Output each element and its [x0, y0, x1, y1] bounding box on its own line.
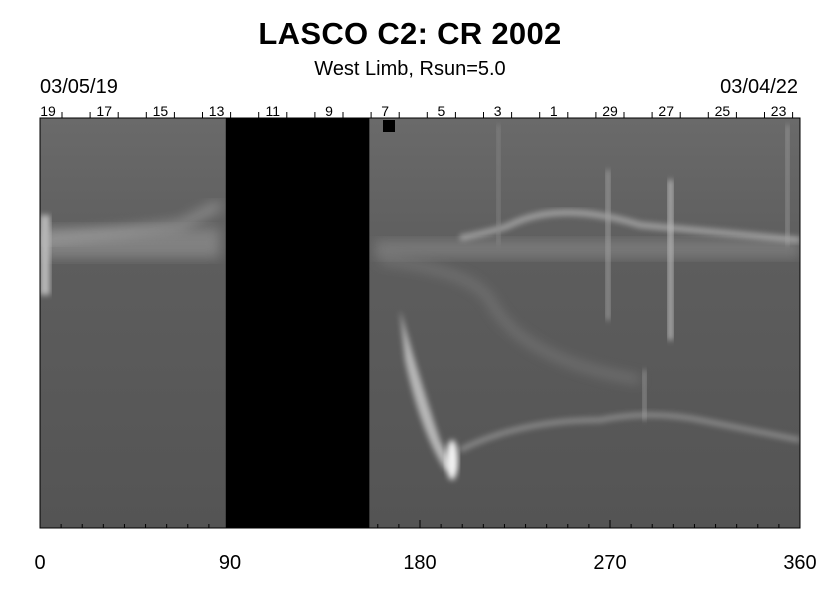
top-axis: 19 17 15 13 11 9 7 5 3 1 29 27 25 23 — [40, 103, 794, 119]
start-date-label: 03/05/19 — [40, 76, 118, 98]
chart-title: LASCO C2: CR 2002 — [258, 16, 562, 51]
top-tick-label: 13 — [209, 103, 225, 119]
top-tick-label: 19 — [40, 103, 56, 119]
top-tick-label: 15 — [153, 103, 169, 119]
chart-subtitle: West Limb, Rsun=5.0 — [314, 58, 506, 80]
top-tick-label: 5 — [438, 103, 446, 119]
top-tick-label: 23 — [771, 103, 787, 119]
bottom-axis: 0 90 180 270 360 — [34, 520, 817, 574]
bottom-tick-label: 270 — [593, 552, 626, 574]
top-tick-label: 3 — [494, 103, 502, 119]
top-tick-label: 1 — [550, 103, 558, 119]
bottom-tick-label: 180 — [403, 552, 436, 574]
top-tick-label: 7 — [381, 103, 389, 119]
top-tick-label: 11 — [266, 103, 281, 119]
end-date-label: 03/04/22 — [720, 76, 798, 98]
top-tick-label: 17 — [96, 103, 112, 119]
top-tick-label: 25 — [715, 103, 731, 119]
bottom-tick-label: 360 — [783, 552, 816, 574]
coronagraph-image — [40, 118, 800, 528]
bottom-tick-label: 0 — [34, 552, 45, 574]
top-tick-label: 29 — [602, 103, 618, 119]
top-tick-label: 27 — [658, 103, 674, 119]
top-tick-label: 9 — [325, 103, 333, 119]
bottom-tick-label: 90 — [219, 552, 241, 574]
data-gap — [225, 118, 370, 528]
